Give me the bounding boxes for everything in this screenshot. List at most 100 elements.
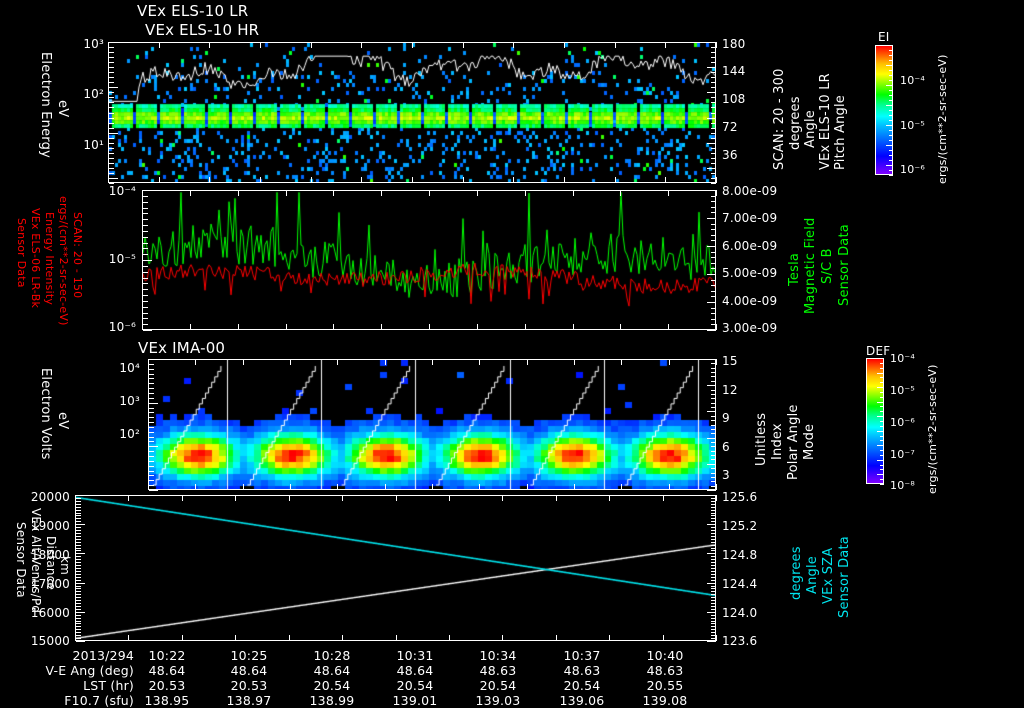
axis-tick	[502, 495, 503, 501]
axis-tick	[880, 421, 884, 422]
panel3-left-axis-units: eV	[55, 412, 70, 430]
axis-tick	[716, 484, 717, 490]
axis-tick	[711, 559, 716, 560]
axis-tick	[668, 190, 669, 196]
axis-tick	[711, 372, 716, 373]
axis-tick	[711, 571, 716, 572]
panel3-colorbar-tick-3: 10⁻⁷	[890, 448, 916, 461]
axis-tick	[396, 635, 397, 641]
axis-tick	[76, 553, 85, 554]
bottom-cell-lst-0: 20.53	[148, 678, 186, 693]
axis-tick	[711, 615, 716, 616]
axis-tick	[412, 42, 413, 48]
panel2-plot-area[interactable]	[142, 190, 716, 330]
axis-tick	[711, 556, 716, 557]
bottom-cell-f107-2: 138.99	[309, 693, 355, 708]
axis-tick	[711, 518, 716, 519]
axis-tick	[109, 82, 114, 83]
axis-tick	[707, 490, 716, 491]
panel3-ytick-right-2: 9	[722, 411, 730, 425]
axis-tick	[385, 359, 386, 365]
axis-tick	[209, 177, 210, 183]
panel3-ytick-1: 10³	[119, 394, 140, 408]
bottom-cell-lst-5: 20.54	[563, 678, 601, 693]
axis-tick	[711, 62, 716, 63]
axis-tick	[76, 586, 81, 587]
panel1-right-axis-sublabel: VEx ELS-10 LR	[818, 73, 833, 170]
axis-tick	[75, 495, 76, 501]
axis-tick	[707, 612, 716, 613]
axis-tick	[76, 545, 81, 546]
axis-tick	[143, 248, 148, 249]
axis-tick	[143, 196, 148, 197]
axis-tick	[76, 530, 81, 531]
axis-tick	[149, 383, 154, 384]
panel1-colorbar-tick-0: 10⁻⁴	[900, 74, 926, 87]
axis-tick	[449, 495, 450, 501]
panel3-right-axis-quantity: Index	[770, 423, 785, 460]
axis-tick	[76, 615, 81, 616]
bottom-cell-time-1: 10:25	[230, 648, 268, 663]
panel4-plot-area[interactable]	[75, 495, 716, 641]
axis-tick	[149, 378, 154, 379]
axis-tick	[880, 377, 884, 378]
axis-tick	[76, 594, 81, 595]
axis-tick	[711, 133, 716, 134]
axis-tick	[877, 416, 884, 417]
axis-tick	[109, 133, 118, 134]
axis-tick	[76, 559, 81, 560]
axis-tick	[76, 641, 85, 642]
axis-tick	[716, 359, 717, 365]
axis-tick	[889, 50, 893, 51]
panel3-ytick-right-3: 6	[722, 440, 730, 454]
axis-tick	[711, 606, 716, 607]
axis-tick	[109, 87, 118, 88]
axis-tick	[143, 272, 148, 273]
axis-tick	[889, 80, 893, 81]
axis-tick	[669, 484, 670, 490]
panel1-ytick-right-3: 72	[722, 120, 738, 134]
axis-tick	[149, 456, 154, 457]
axis-tick	[76, 524, 85, 525]
axis-tick	[75, 635, 76, 641]
axis-tick	[877, 445, 884, 446]
panel2-right-axis-quantity: Magnetic Field	[803, 217, 818, 314]
axis-tick	[149, 446, 158, 447]
axis-tick	[716, 190, 717, 196]
panel3-ytick-0: 10⁴	[119, 361, 140, 375]
axis-tick	[143, 231, 148, 232]
axis-tick	[76, 577, 81, 578]
axis-tick	[76, 504, 81, 505]
axis-tick	[707, 583, 716, 584]
axis-tick	[149, 475, 154, 476]
axis-tick	[711, 87, 716, 88]
axis-tick	[707, 359, 716, 360]
axis-tick	[238, 190, 239, 196]
axis-tick	[711, 548, 716, 549]
axis-tick	[711, 407, 716, 408]
axis-tick	[716, 177, 717, 183]
axis-tick	[711, 57, 716, 58]
axis-tick	[361, 42, 362, 48]
panel4-left-axis-quantity: Distance	[44, 536, 58, 591]
panel4-ytick-right-5: 123.6	[722, 634, 758, 648]
panel1-plot-area[interactable]	[108, 42, 716, 183]
axis-tick	[76, 606, 81, 607]
axis-tick	[235, 635, 236, 641]
axis-tick	[109, 168, 114, 169]
panel3-ytick-right-4: 3	[722, 468, 730, 482]
panel2-right-axis-label: Sensor Data	[837, 224, 852, 306]
axis-tick	[711, 609, 716, 610]
axis-tick	[889, 175, 893, 176]
axis-tick	[886, 65, 893, 66]
axis-tick	[711, 533, 716, 534]
panel3-plot-area[interactable]	[148, 359, 716, 490]
axis-tick	[880, 411, 884, 412]
bottom-cell-ve-ang-0: 48.64	[148, 663, 186, 678]
axis-tick	[711, 196, 716, 197]
axis-tick	[711, 72, 716, 73]
axis-tick	[109, 153, 114, 154]
axis-tick	[149, 451, 154, 452]
axis-tick	[143, 266, 148, 267]
axis-tick	[707, 302, 716, 303]
